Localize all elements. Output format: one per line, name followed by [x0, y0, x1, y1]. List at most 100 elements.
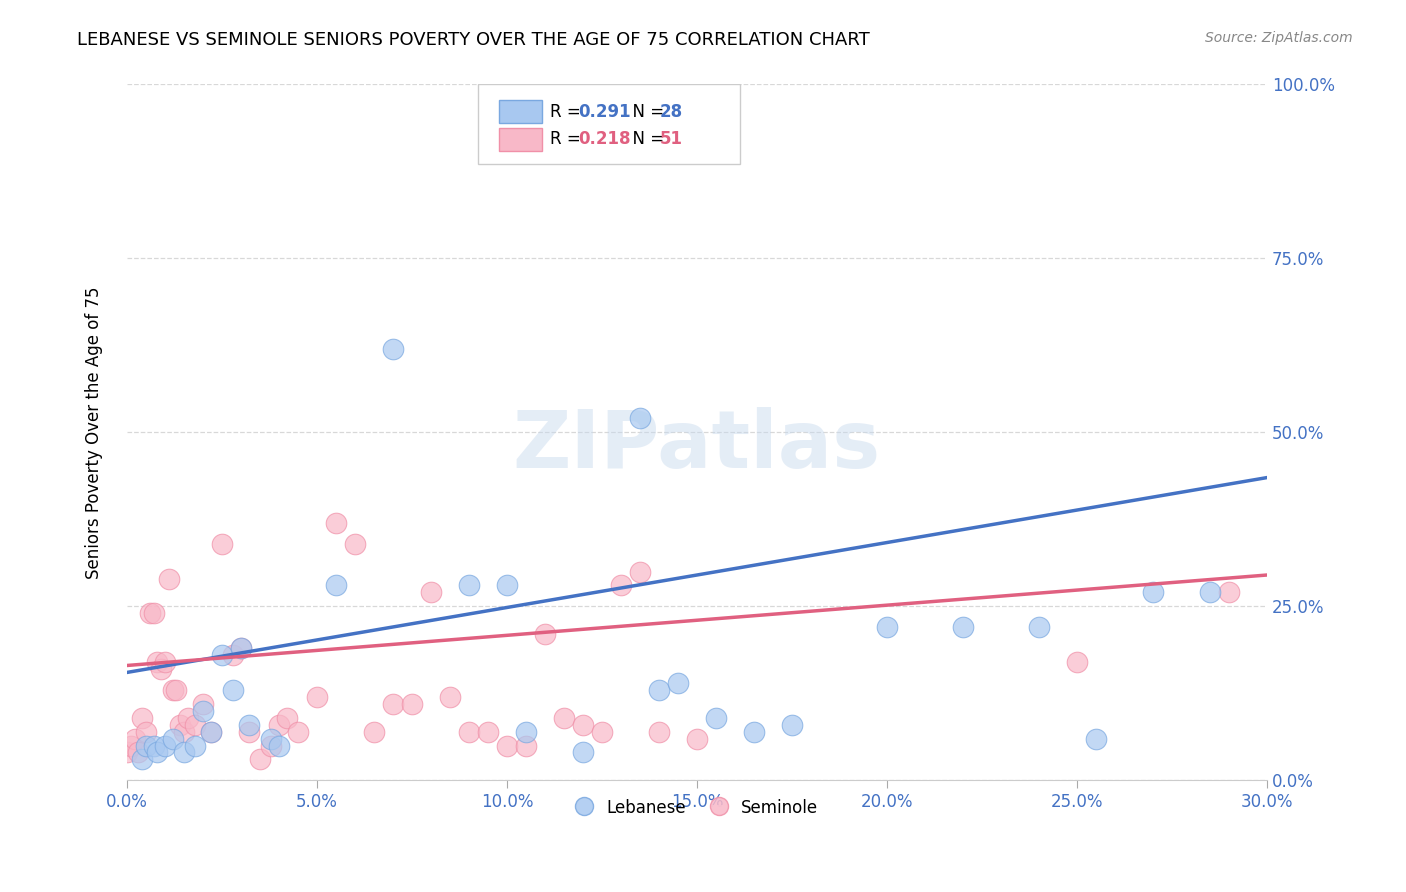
Point [138, 607, 160, 621]
Point [120, 739, 142, 753]
Point [458, 578, 481, 592]
Point [648, 724, 671, 739]
Point [211, 648, 233, 662]
Text: 0.218: 0.218 [578, 130, 631, 148]
FancyBboxPatch shape [478, 84, 740, 164]
Point [157, 572, 180, 586]
Point [496, 578, 519, 592]
Point [229, 641, 252, 656]
Point [165, 682, 187, 697]
Point [238, 717, 260, 731]
Point [1199, 585, 1222, 599]
Point [648, 682, 671, 697]
Point [184, 717, 207, 731]
Text: Source: ZipAtlas.com: Source: ZipAtlas.com [1205, 31, 1353, 45]
Text: N =: N = [621, 103, 669, 120]
Point [200, 724, 222, 739]
Text: 28: 28 [659, 103, 682, 120]
Point [173, 746, 195, 760]
Point [249, 752, 271, 766]
Point [146, 746, 169, 760]
Point [1084, 731, 1107, 746]
Point [153, 739, 176, 753]
Point [780, 717, 803, 731]
Point [952, 620, 974, 634]
Point [628, 411, 651, 425]
Point [162, 731, 184, 746]
Legend: Lebanese, Seminole: Lebanese, Seminole [569, 793, 824, 824]
Point [686, 731, 709, 746]
Point [267, 739, 290, 753]
Point [666, 676, 689, 690]
Point [131, 752, 153, 766]
Point [276, 711, 298, 725]
Point [146, 655, 169, 669]
Point [177, 711, 200, 725]
Point [238, 724, 260, 739]
FancyBboxPatch shape [499, 100, 541, 123]
Point [343, 537, 366, 551]
Point [628, 565, 651, 579]
Text: 0.291: 0.291 [578, 103, 631, 120]
Point [267, 717, 290, 731]
Point [150, 662, 173, 676]
Point [169, 717, 191, 731]
Point [200, 724, 222, 739]
Text: R =: R = [550, 130, 586, 148]
Point [173, 724, 195, 739]
Text: R =: R = [550, 103, 586, 120]
Point [876, 620, 898, 634]
Point [191, 697, 214, 711]
Point [135, 724, 157, 739]
Point [135, 739, 157, 753]
Point [401, 697, 423, 711]
Point [162, 682, 184, 697]
Point [381, 342, 404, 356]
Point [381, 697, 404, 711]
Point [260, 731, 283, 746]
Point [142, 739, 165, 753]
Point [229, 641, 252, 656]
Point [742, 724, 765, 739]
Point [115, 746, 138, 760]
Point [534, 627, 557, 641]
Point [1066, 655, 1088, 669]
Point [477, 724, 499, 739]
Y-axis label: Seniors Poverty Over the Age of 75: Seniors Poverty Over the Age of 75 [86, 286, 103, 579]
Point [131, 711, 153, 725]
Point [458, 724, 481, 739]
Point [287, 724, 309, 739]
Text: ZIPatlas: ZIPatlas [513, 408, 882, 485]
Point [127, 746, 149, 760]
Point [572, 746, 595, 760]
Point [222, 682, 245, 697]
Text: N =: N = [621, 130, 669, 148]
Point [496, 739, 519, 753]
Point [591, 724, 613, 739]
Point [1028, 620, 1050, 634]
Text: LEBANESE VS SEMINOLE SENIORS POVERTY OVER THE AGE OF 75 CORRELATION CHART: LEBANESE VS SEMINOLE SENIORS POVERTY OVE… [77, 31, 870, 49]
Point [124, 731, 146, 746]
Point [222, 648, 245, 662]
Point [419, 585, 441, 599]
Point [305, 690, 328, 704]
Point [153, 655, 176, 669]
Point [515, 724, 537, 739]
Point [439, 690, 461, 704]
Point [363, 724, 385, 739]
FancyBboxPatch shape [499, 128, 541, 152]
Point [515, 739, 537, 753]
Point [260, 739, 283, 753]
Point [191, 704, 214, 718]
Point [211, 537, 233, 551]
Text: 51: 51 [659, 130, 682, 148]
Point [553, 711, 575, 725]
Point [325, 516, 347, 530]
Point [1218, 585, 1240, 599]
Point [184, 739, 207, 753]
Point [610, 578, 633, 592]
Point [1142, 585, 1164, 599]
Point [325, 578, 347, 592]
Point [704, 711, 727, 725]
Point [572, 717, 595, 731]
